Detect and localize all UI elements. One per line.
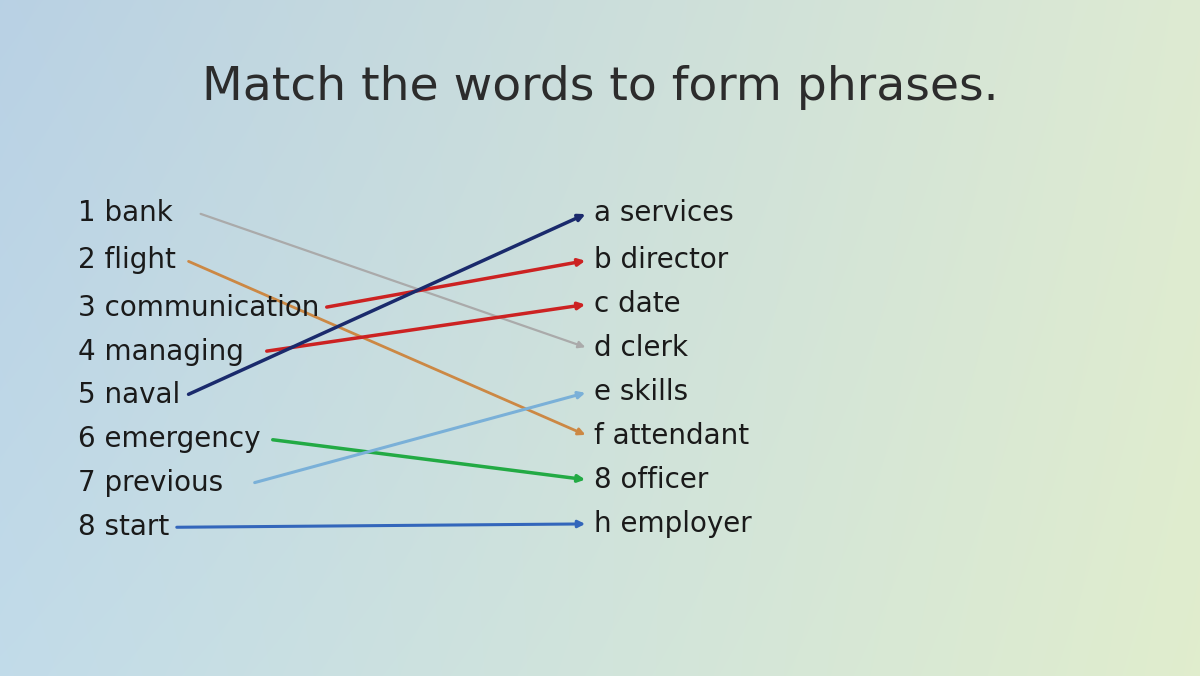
- Text: c date: c date: [594, 290, 680, 318]
- Text: a services: a services: [594, 199, 733, 227]
- Text: 2 flight: 2 flight: [78, 246, 176, 274]
- Text: 4 managing: 4 managing: [78, 337, 244, 366]
- Text: h employer: h employer: [594, 510, 751, 538]
- Text: b director: b director: [594, 246, 728, 274]
- Text: 5 naval: 5 naval: [78, 381, 180, 410]
- Text: 1 bank: 1 bank: [78, 199, 173, 227]
- Text: 3 communication: 3 communication: [78, 293, 319, 322]
- Text: d clerk: d clerk: [594, 334, 688, 362]
- Text: f attendant: f attendant: [594, 422, 749, 450]
- Text: e skills: e skills: [594, 378, 688, 406]
- Text: 7 previous: 7 previous: [78, 469, 223, 498]
- Text: 6 emergency: 6 emergency: [78, 425, 260, 454]
- Text: Match the words to form phrases.: Match the words to form phrases.: [202, 66, 998, 110]
- Text: 8 officer: 8 officer: [594, 466, 708, 494]
- Text: 8 start: 8 start: [78, 513, 169, 541]
